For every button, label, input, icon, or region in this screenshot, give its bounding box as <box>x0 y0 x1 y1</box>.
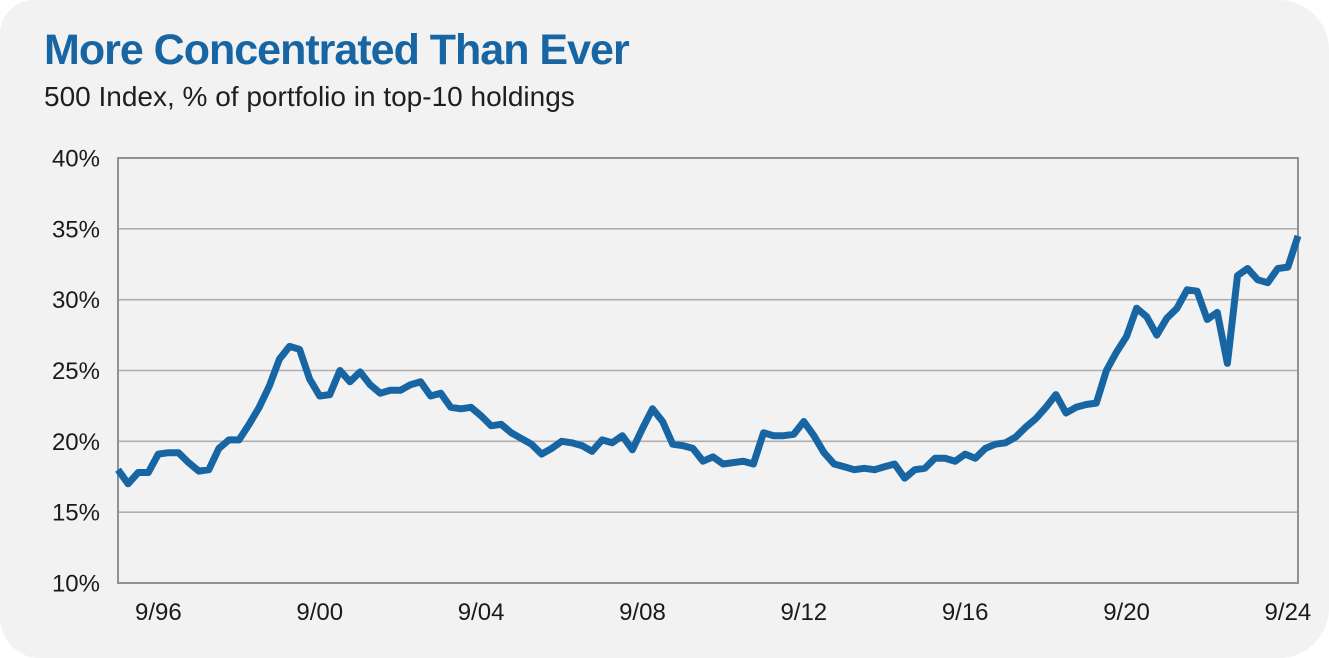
y-axis-labels: 10% 15% 20% 25% 30% 35% 40% <box>52 146 100 598</box>
x-tick-label: 9/24 <box>1265 599 1312 626</box>
y-tick-label: 20% <box>52 429 100 456</box>
x-tick-label: 9/04 <box>458 599 505 626</box>
y-tick-label: 30% <box>52 287 100 314</box>
plot-frame <box>117 157 1299 584</box>
x-tick-label: 9/96 <box>135 599 182 626</box>
y-tick-label: 40% <box>52 146 100 173</box>
y-tick-label: 25% <box>52 358 100 385</box>
y-tick-label: 15% <box>52 500 100 527</box>
x-tick-label: 9/16 <box>942 599 989 626</box>
x-tick-label: 9/12 <box>780 599 827 626</box>
x-tick-label: 9/08 <box>619 599 666 626</box>
series-polyline <box>115 234 1302 488</box>
y-tick-label: 35% <box>52 216 100 243</box>
x-axis-labels: 9/96 9/00 9/04 9/08 9/12 9/16 9/20 9/24 <box>135 599 1311 626</box>
x-tick-label: 9/20 <box>1103 599 1150 626</box>
x-tick-label: 9/00 <box>296 599 343 626</box>
series-line <box>115 234 1302 488</box>
y-tick-label: 10% <box>52 571 100 598</box>
chart-title: More Concentrated Than Ever <box>44 26 630 74</box>
chart-subtitle: 500 Index, % of portfolio in top-10 hold… <box>44 81 575 113</box>
gridlines <box>118 228 1298 513</box>
chart-header: More Concentrated Than Ever 500 Index, %… <box>44 26 630 113</box>
